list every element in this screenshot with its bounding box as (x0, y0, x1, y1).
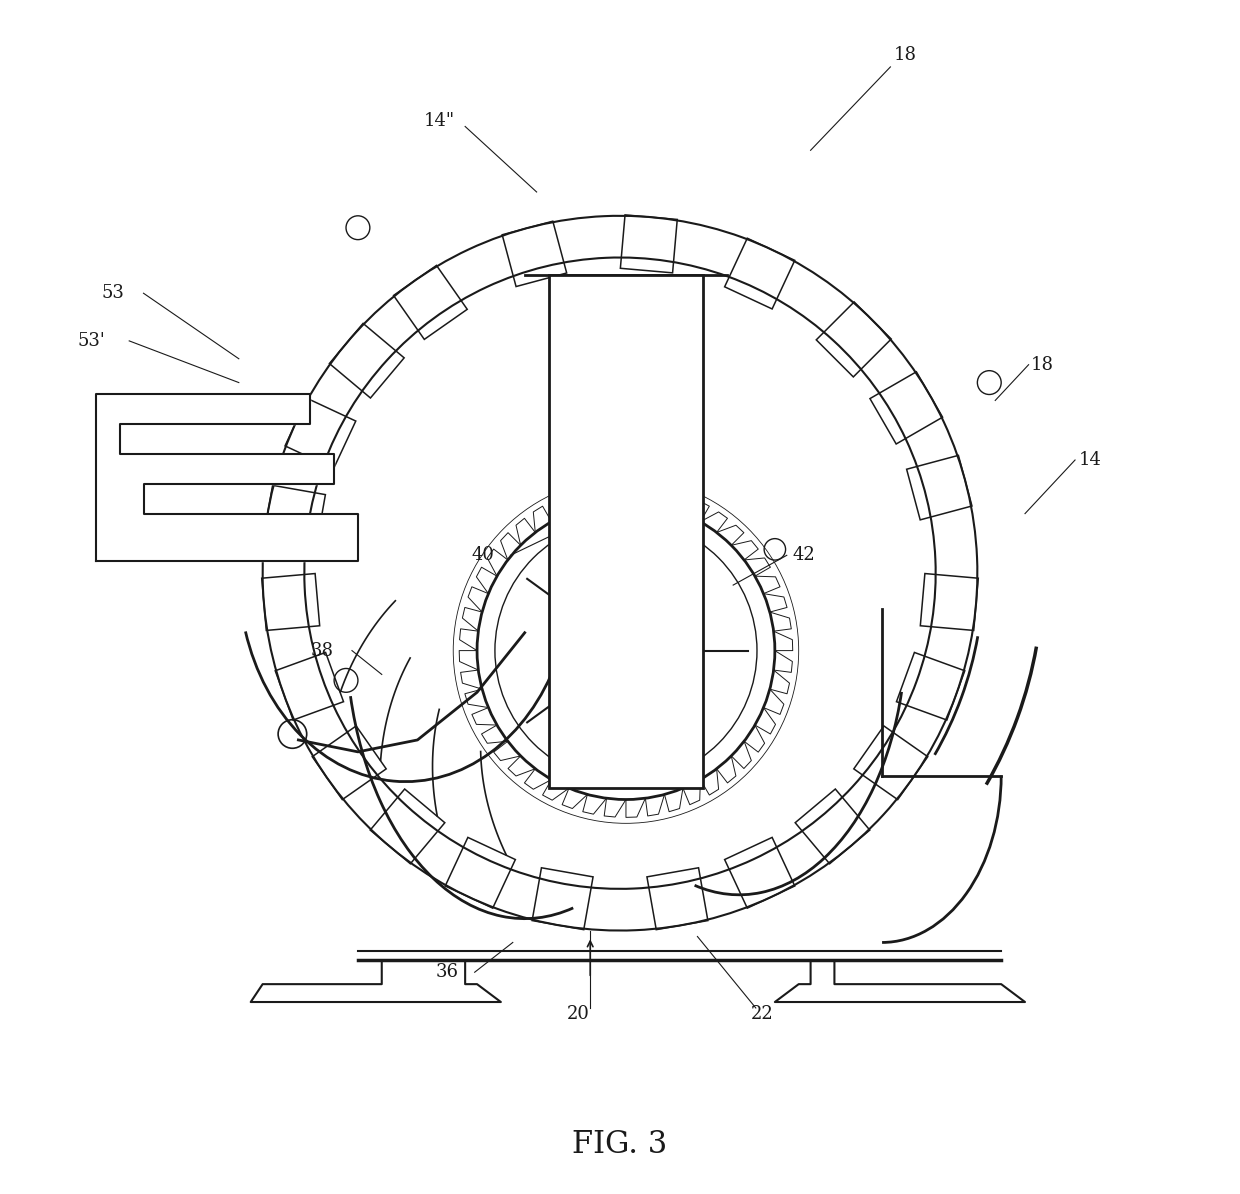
Text: 20: 20 (567, 1005, 589, 1023)
Text: 53': 53' (78, 332, 105, 350)
Text: 14: 14 (1079, 451, 1101, 469)
Text: 38: 38 (310, 641, 334, 659)
Circle shape (625, 506, 651, 533)
Circle shape (630, 511, 646, 528)
Text: 36: 36 (435, 964, 459, 981)
Text: 40: 40 (471, 547, 494, 565)
Text: 42: 42 (792, 547, 816, 565)
Polygon shape (95, 394, 358, 561)
Text: 18: 18 (1030, 356, 1054, 374)
Text: FIG. 3: FIG. 3 (573, 1130, 667, 1161)
Bar (548, 276, 703, 788)
Text: 53: 53 (102, 284, 125, 302)
Polygon shape (250, 960, 501, 1002)
Text: 14": 14" (423, 111, 455, 129)
Circle shape (611, 636, 640, 665)
Circle shape (600, 624, 652, 677)
Text: 18: 18 (894, 47, 918, 64)
Polygon shape (775, 960, 1025, 1002)
Text: 22: 22 (751, 1005, 774, 1023)
